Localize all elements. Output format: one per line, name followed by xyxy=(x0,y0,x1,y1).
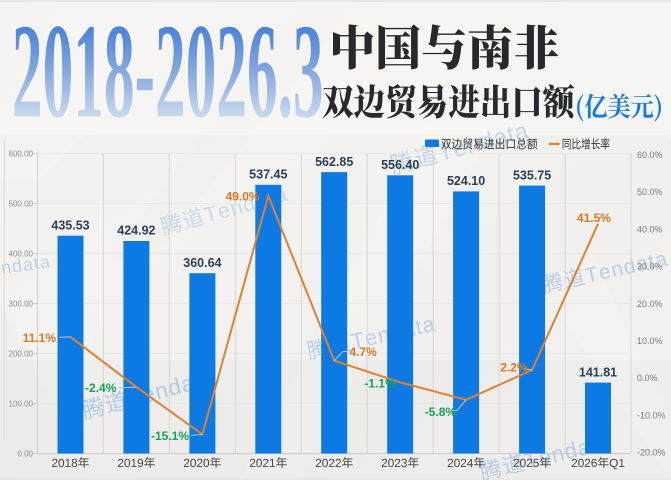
svg-text:41.5%: 41.5% xyxy=(577,211,611,225)
svg-text:4.7%: 4.7% xyxy=(349,345,377,359)
svg-text:600.00: 600.00 xyxy=(9,150,34,159)
svg-text:49.0%: 49.0% xyxy=(226,189,260,203)
svg-text:40.0%: 40.0% xyxy=(637,224,663,234)
svg-text:30.0%: 30.0% xyxy=(637,262,663,272)
svg-text:10.0%: 10.0% xyxy=(637,336,663,346)
svg-text:200.00: 200.00 xyxy=(9,350,34,359)
svg-text:-20.0%: -20.0% xyxy=(637,448,666,458)
svg-text:0.00: 0.00 xyxy=(17,450,33,459)
svg-text:-10.0%: -10.0% xyxy=(637,410,666,420)
svg-text:-15.1%: -15.1% xyxy=(151,429,189,443)
svg-text:-2.4%: -2.4% xyxy=(85,381,117,395)
svg-text:524.10: 524.10 xyxy=(447,174,485,188)
svg-text:435.53: 435.53 xyxy=(51,218,89,232)
svg-text:141.81: 141.81 xyxy=(579,365,617,379)
svg-text:535.75: 535.75 xyxy=(513,168,551,182)
svg-text:556.40: 556.40 xyxy=(381,158,419,172)
svg-text:537.45: 537.45 xyxy=(249,168,287,182)
svg-text:100.00: 100.00 xyxy=(9,400,34,409)
svg-text:500.00: 500.00 xyxy=(9,200,34,209)
svg-text:20.0%: 20.0% xyxy=(637,299,663,309)
svg-text:0.0%: 0.0% xyxy=(637,373,658,383)
svg-text:-1.1%: -1.1% xyxy=(364,377,396,391)
svg-text:60.0%: 60.0% xyxy=(637,150,663,160)
svg-text:2.2%: 2.2% xyxy=(500,361,528,375)
svg-text:50.0%: 50.0% xyxy=(637,187,663,197)
svg-text:562.85: 562.85 xyxy=(315,155,353,169)
svg-text:424.92: 424.92 xyxy=(117,224,155,238)
svg-text:300.00: 300.00 xyxy=(9,300,34,309)
svg-text:400.00: 400.00 xyxy=(9,250,34,259)
svg-text:11.1%: 11.1% xyxy=(23,331,57,345)
svg-text:-5.8%: -5.8% xyxy=(425,405,457,419)
svg-text:360.64: 360.64 xyxy=(183,256,221,270)
